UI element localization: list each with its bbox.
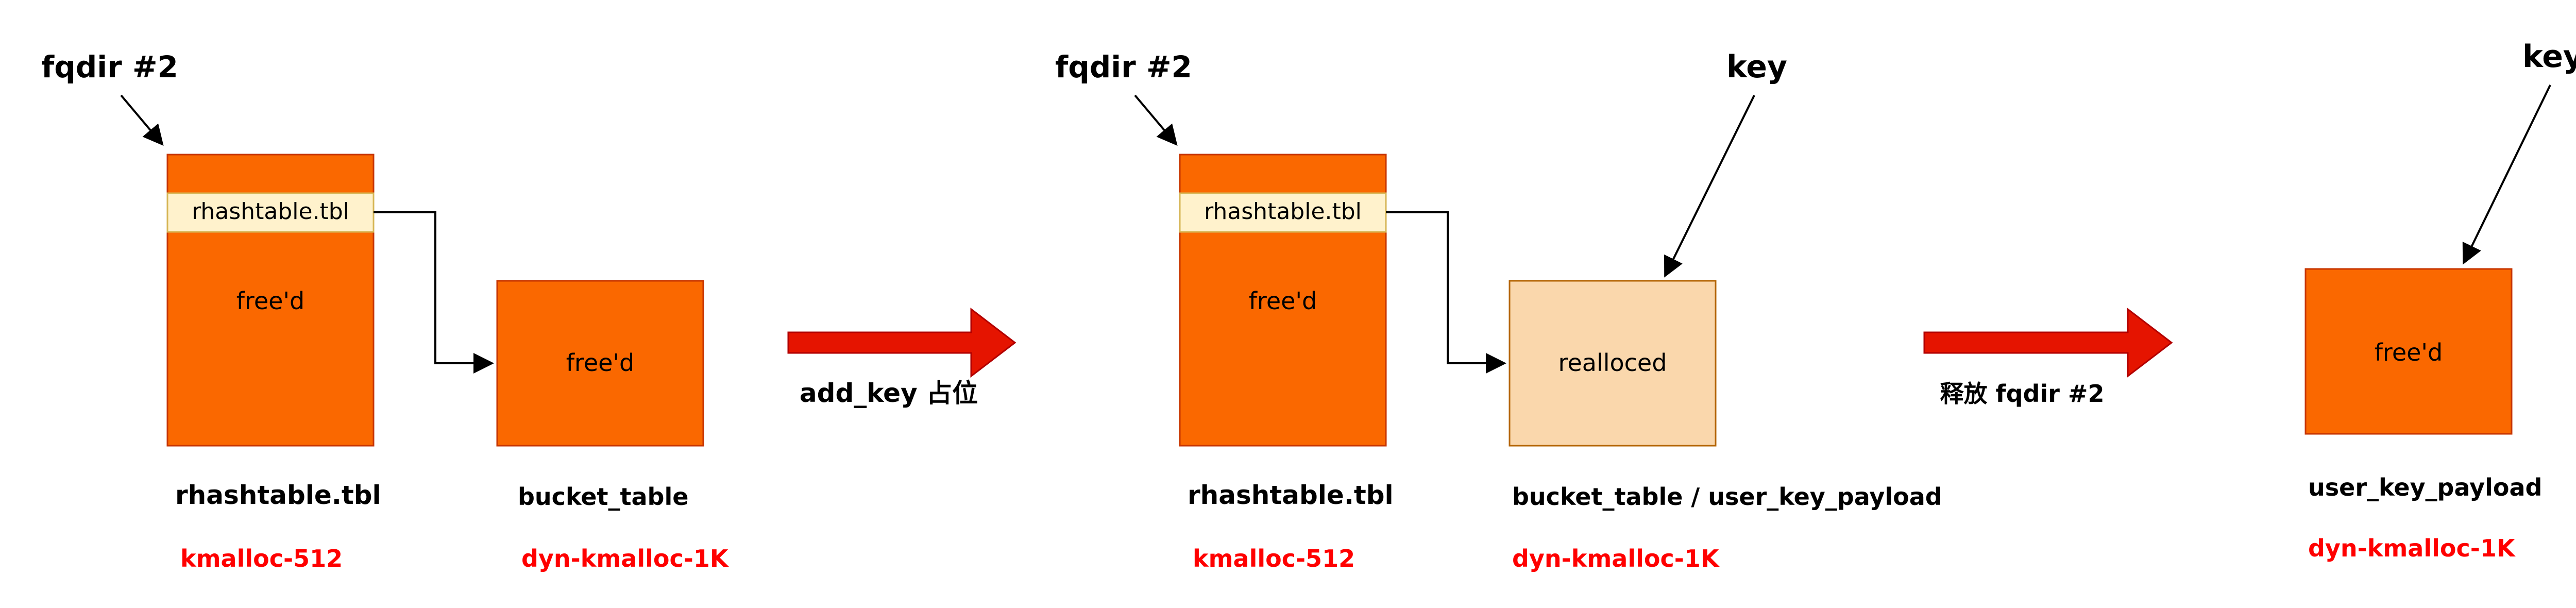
dyn-kmalloc-label-3: dyn-kmalloc-1K bbox=[2308, 534, 2516, 562]
key-label-2: key bbox=[1726, 49, 1787, 85]
object-state-label-1: free'd bbox=[236, 287, 305, 315]
bucket-user-key-name-2: bucket_table / user_key_payload bbox=[1512, 483, 1942, 511]
key-label-3: key bbox=[2522, 39, 2576, 75]
tbl-pointer-connector-2 bbox=[1386, 211, 1506, 374]
object-state-label-3: free'd bbox=[2375, 339, 2443, 366]
realloced-state-label-2: realloced bbox=[1558, 349, 1667, 377]
bucket-table-object-1 bbox=[496, 280, 704, 447]
bucket-state-label-1: free'd bbox=[566, 349, 635, 377]
panel-1: fqdir #2 rhashtable.tbl free'd free'd rh… bbox=[41, 49, 730, 572]
panel-3: key free'd user_key_payload dyn-kmalloc-… bbox=[2304, 39, 2576, 562]
rhashtable-name-2: rhashtable.tbl bbox=[1188, 480, 1394, 510]
key-pointer-arrow-2 bbox=[1664, 95, 1755, 278]
rhashtable-tbl-field-label-1: rhashtable.tbl bbox=[192, 198, 349, 225]
fqdir-pointer-arrow-1 bbox=[120, 94, 164, 146]
big-red-arrow-2 bbox=[1923, 307, 2173, 378]
step-label-2: 释放 fqdir #2 bbox=[1940, 380, 2105, 408]
user-key-payload-object-3 bbox=[2304, 268, 2513, 435]
user-key-payload-name-3: user_key_payload bbox=[2308, 474, 2542, 501]
dyn-kmalloc-label-2: dyn-kmalloc-1K bbox=[1512, 545, 1720, 572]
dyn-kmalloc-label-1: dyn-kmalloc-1K bbox=[521, 545, 730, 572]
rhashtable-tbl-field-label-2: rhashtable.tbl bbox=[1204, 198, 1362, 225]
kmalloc-512-label-2: kmalloc-512 bbox=[1193, 545, 1355, 572]
tbl-pointer-connector-1 bbox=[374, 211, 494, 374]
fqdir-pointer-arrow-2 bbox=[1134, 94, 1178, 146]
rhashtable-name-1: rhashtable.tbl bbox=[175, 480, 381, 510]
object-state-label-2: free'd bbox=[1249, 287, 1317, 315]
fqdir-label-2: fqdir #2 bbox=[1055, 49, 1192, 85]
kmalloc-512-label-1: kmalloc-512 bbox=[180, 545, 343, 572]
step-label-1: add_key 占位 bbox=[800, 378, 978, 408]
step-arrow-2: 释放 fqdir #2 bbox=[1923, 307, 2173, 408]
step-arrow-1: add_key 占位 bbox=[787, 307, 1016, 408]
bucket-table-name-1: bucket_table bbox=[518, 483, 688, 511]
rhashtable-tbl-field-2 bbox=[1179, 192, 1387, 233]
fqdir-label-1: fqdir #2 bbox=[41, 49, 178, 85]
rhashtable-tbl-field-1 bbox=[166, 192, 375, 233]
panel-2: fqdir #2 key rhashtable.tbl free'd reall… bbox=[1055, 49, 1942, 572]
key-pointer-arrow-3 bbox=[2462, 85, 2551, 265]
big-red-arrow-1 bbox=[787, 307, 1016, 378]
realloced-object-2 bbox=[1509, 280, 1717, 447]
